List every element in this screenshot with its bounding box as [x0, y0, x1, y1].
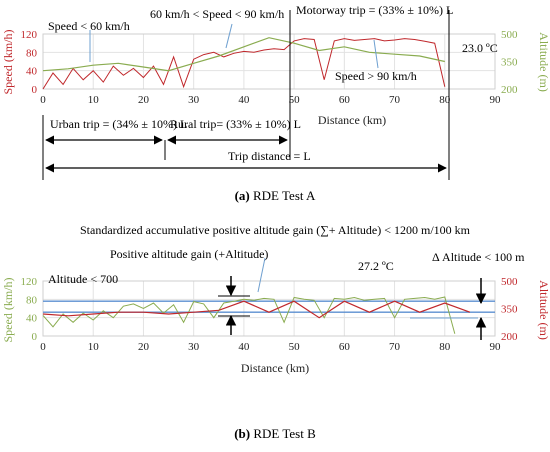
chart-b-x-ticks: 0 10 20 30 40 50 60 70 80 90 [40, 341, 501, 353]
x-tick-label: 0 [40, 341, 46, 353]
x-tick-label: 70 [389, 341, 401, 353]
annot-motorway: Motorway trip = (33% ± 10%) L [296, 3, 453, 17]
x-tick-label: 40 [238, 94, 250, 106]
y-tick-label: 40 [26, 66, 38, 78]
speed-series-line [42, 38, 446, 90]
chart-b-y2-label: Altitude (m) [537, 280, 550, 340]
annot-delta-altitude: Δ Altitude < 100 m [432, 250, 525, 264]
y2-tick-label: 200 [501, 84, 518, 96]
y-tick-label: 0 [32, 331, 38, 343]
chart-a-y2-label: Altitude (m) [537, 32, 550, 92]
caption-a: (a) RDE Test A [235, 188, 316, 203]
x-tick-label: 60 [339, 94, 351, 106]
x-tick-label: 50 [289, 94, 301, 106]
annot-positive-gain: Positive altitude gain (+Altitude) [110, 247, 268, 261]
annot-leader-mid [225, 23, 233, 49]
annot-speed-high: Speed > 90 km/h [335, 69, 417, 83]
chart-a-x-ticks: 0 10 20 30 40 50 60 70 80 90 [40, 94, 501, 106]
annot-rural: Rural trip= (33% ± 10%) L [170, 117, 301, 131]
y2-tick-label: 350 [501, 57, 518, 69]
altitude-series-line [42, 37, 445, 72]
y-tick-label: 80 [26, 47, 38, 59]
chart-a-x-label: Distance (km) [318, 113, 386, 127]
chart-a-y-ticks: 0 40 80 120 [21, 29, 38, 96]
y2-tick-label: 500 [501, 29, 518, 41]
y-tick-label: 120 [21, 276, 38, 288]
chart-b-x-label: Distance (km) [241, 361, 309, 375]
x-tick-label: 20 [138, 94, 150, 106]
x-tick-label: 10 [88, 341, 100, 353]
y2-tick-label: 200 [501, 331, 518, 343]
y-tick-label: 40 [26, 313, 38, 325]
x-tick-label: 30 [188, 341, 200, 353]
annot-temperature: 23.0 ºC [462, 41, 498, 55]
chart-a: 0 40 80 120 200 350 500 0 10 20 30 40 50 60 70 80 90 S… [1, 3, 550, 203]
chart-b-series [42, 296, 471, 334]
y-tick-label: 80 [26, 294, 38, 306]
annot-speed-mid: 60 km/h < Speed < 90 km/h [150, 7, 284, 21]
x-tick-label: 90 [490, 341, 502, 353]
annot-temperature-b: 27.2 ºC [358, 259, 394, 273]
y2-tick-label: 350 [501, 304, 518, 316]
annot-leader-high [373, 39, 379, 69]
caption-b: (b) RDE Test B [234, 426, 316, 441]
x-tick-label: 10 [88, 94, 100, 106]
x-tick-label: 50 [289, 341, 301, 353]
chart-b-y-ticks: 0 40 80 120 [21, 276, 38, 343]
x-tick-label: 0 [40, 94, 46, 106]
chart-b-y-label: Speed (km/h) [1, 278, 15, 343]
chart-b-reference-lines [43, 300, 495, 313]
x-tick-label: 80 [439, 94, 451, 106]
y2-tick-label: 500 [501, 276, 518, 288]
annot-speed-low: Speed < 60 km/h [48, 19, 130, 33]
plot-frame [42, 33, 496, 90]
chart-b: Standardized accumulative positive altit… [1, 223, 550, 441]
speed-series-line [42, 296, 456, 334]
chart-a-series [42, 37, 446, 90]
annot-leader-gain [257, 257, 266, 293]
x-tick-label: 70 [389, 94, 401, 106]
plot-frame [42, 280, 496, 337]
annot-urban: Urban trip = (34% ± 10%) L [50, 117, 187, 131]
annot-altitude-max: Altitude < 700 [48, 272, 118, 286]
x-tick-label: 90 [490, 94, 502, 106]
x-tick-label: 30 [188, 94, 200, 106]
chart-a-y2-ticks: 200 350 500 [501, 29, 518, 96]
chart-b-grid [42, 280, 496, 337]
chart-b-y2-ticks: 200 350 500 [501, 276, 518, 343]
y-tick-label: 0 [32, 84, 38, 96]
annot-trip-distance: Trip distance = L [228, 149, 311, 163]
altitude-series-line [42, 300, 471, 319]
y-tick-label: 120 [21, 29, 38, 41]
x-tick-label: 80 [439, 341, 451, 353]
chart-a-y-label: Speed (km/h) [1, 30, 15, 95]
x-tick-label: 40 [238, 341, 250, 353]
x-tick-label: 60 [339, 341, 351, 353]
chart-b-title: Standardized accumulative positive altit… [80, 223, 471, 237]
x-tick-label: 20 [138, 341, 150, 353]
